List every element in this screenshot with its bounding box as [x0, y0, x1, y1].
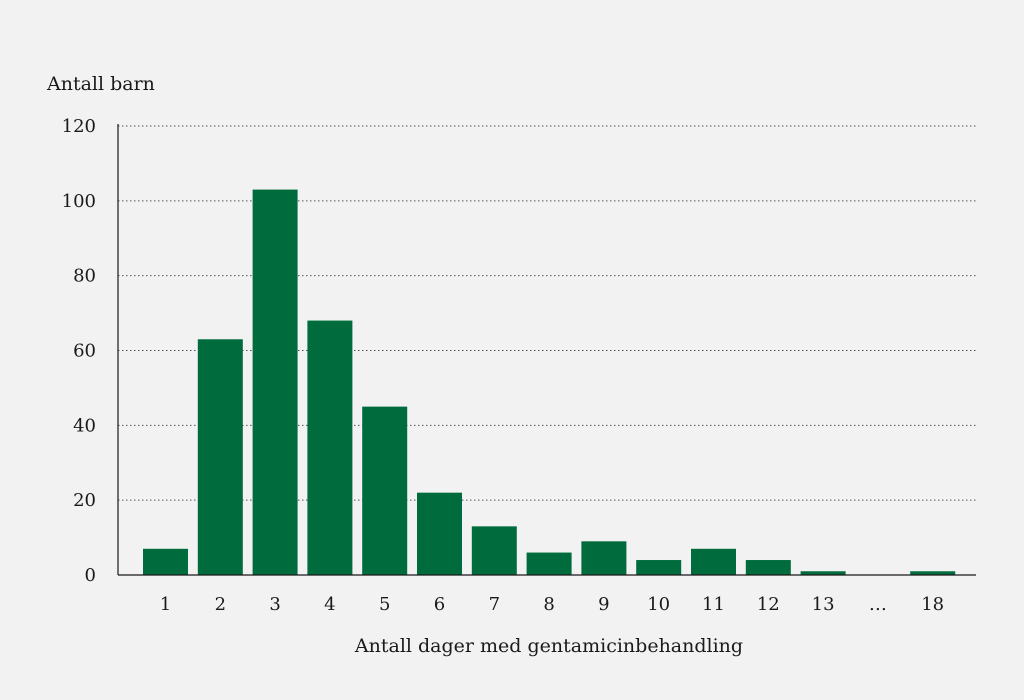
bar — [691, 548, 736, 575]
bar — [636, 560, 682, 575]
bar — [143, 548, 188, 575]
bar — [581, 541, 627, 575]
y-tick-label: 60 — [73, 341, 96, 362]
bar — [252, 189, 298, 575]
y-tick-label: 20 — [73, 490, 96, 511]
bar — [307, 320, 353, 575]
bar — [362, 406, 408, 575]
bars — [143, 189, 956, 575]
bar — [800, 571, 846, 575]
x-tick-label: 2 — [215, 594, 226, 615]
bar — [197, 339, 243, 575]
axes — [117, 124, 976, 576]
y-tick-label: 100 — [62, 191, 96, 212]
bar — [910, 571, 956, 575]
x-tick-label: 10 — [647, 594, 670, 615]
x-tick-label: 11 — [702, 594, 725, 615]
x-tick-label: 13 — [812, 594, 835, 615]
bar — [417, 492, 462, 575]
x-tick-label: 8 — [543, 594, 554, 615]
x-axis-title: Antall dager med gentamicinbehandling — [354, 635, 743, 657]
x-tick-label: 18 — [921, 594, 944, 615]
y-tick-label: 80 — [73, 266, 96, 287]
x-tick-labels: 1 2 3 4 5 6 7 8 9 10 11 12 13… 18 — [160, 594, 944, 615]
x-tick-label: … — [869, 594, 887, 615]
x-tick-label: 12 — [757, 594, 780, 615]
x-tick-label: 3 — [269, 594, 280, 615]
y-axis-title: Antall barn — [46, 73, 155, 95]
y-tick-labels: 0 20 40 60 80 100 120 — [62, 116, 96, 586]
bar — [471, 526, 517, 575]
y-tick-label: 40 — [73, 415, 96, 436]
y-tick-label: 0 — [85, 565, 96, 586]
x-tick-label: 1 — [160, 594, 171, 615]
bar — [745, 560, 791, 575]
x-tick-label: 7 — [489, 594, 500, 615]
bar — [526, 552, 572, 575]
x-tick-label: 5 — [379, 594, 390, 615]
x-tick-label: 6 — [434, 594, 445, 615]
x-tick-label: 4 — [324, 594, 335, 615]
y-tick-label: 120 — [62, 116, 96, 137]
grid-lines — [118, 125, 976, 501]
x-tick-label: 9 — [598, 594, 609, 615]
